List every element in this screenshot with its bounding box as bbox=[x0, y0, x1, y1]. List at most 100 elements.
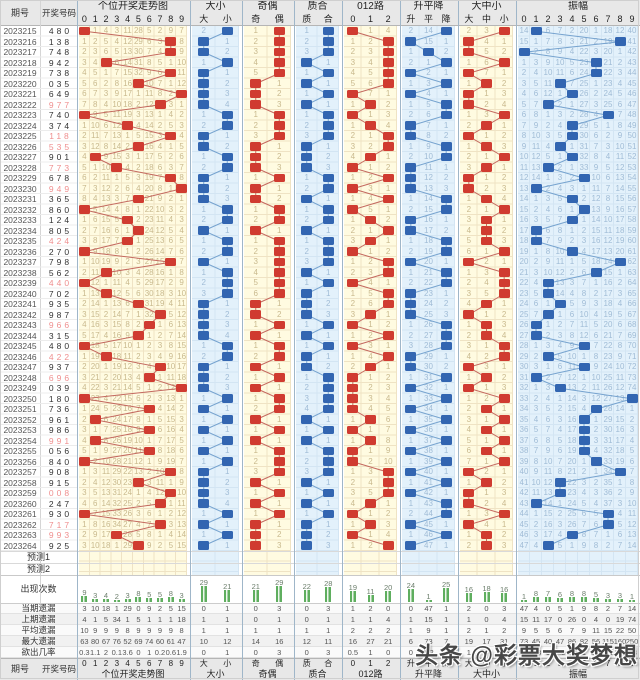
hit-box bbox=[122, 121, 134, 130]
miss-count: 7 bbox=[114, 68, 120, 77]
miss-count: 4 bbox=[557, 341, 563, 350]
miss-count: 17 bbox=[166, 435, 176, 445]
miss-count: 14 bbox=[177, 330, 187, 340]
miss-count: 51 bbox=[627, 141, 637, 151]
miss-count: 2 bbox=[157, 26, 163, 35]
miss-count: 2 bbox=[82, 225, 87, 235]
hit-box bbox=[347, 184, 359, 193]
stat-value: 250 bbox=[625, 637, 639, 646]
hit-box bbox=[498, 509, 510, 519]
miss-count: 48 bbox=[627, 110, 637, 119]
column-footer: 9 bbox=[629, 659, 635, 668]
stat-value: 0.3 bbox=[614, 648, 626, 657]
miss-count: 2 bbox=[146, 467, 152, 476]
miss-count: 4 bbox=[581, 488, 587, 497]
stat-value: 0 bbox=[557, 615, 563, 624]
stat-value: 1 bbox=[569, 604, 575, 613]
miss-count: 2 bbox=[533, 257, 539, 266]
miss-count: 25 bbox=[603, 372, 613, 382]
column-footer: 奇 bbox=[251, 659, 260, 668]
draw-number-cell: 942 bbox=[48, 57, 73, 68]
miss-count: 5 bbox=[533, 425, 539, 434]
appear-count-value: 22 bbox=[302, 581, 311, 591]
miss-count: 7 bbox=[92, 89, 98, 98]
miss-count: 1 bbox=[277, 330, 282, 340]
miss-count: 2 bbox=[426, 68, 431, 77]
hit-box bbox=[89, 436, 101, 445]
stat-value: 5 bbox=[545, 626, 551, 635]
miss-count: 3 bbox=[545, 341, 551, 350]
appear-count-bar bbox=[167, 596, 174, 602]
stat-value: 40 bbox=[543, 637, 553, 646]
hit-box bbox=[198, 362, 210, 372]
miss-count: 22 bbox=[579, 47, 589, 56]
hit-box bbox=[221, 205, 233, 214]
miss-count: 11 bbox=[112, 110, 121, 119]
miss-count: 1 bbox=[82, 351, 87, 361]
hit-box bbox=[322, 383, 334, 393]
hit-box bbox=[405, 121, 417, 130]
appear-count-bar bbox=[224, 590, 231, 602]
miss-count: 16 bbox=[424, 215, 433, 224]
miss-count: 7 bbox=[521, 120, 527, 130]
hit-box bbox=[440, 341, 452, 351]
miss-count: 2 bbox=[253, 215, 258, 224]
issue-cell: 2023256 bbox=[3, 456, 37, 467]
miss-count: 7 bbox=[426, 120, 431, 130]
miss-count: 10 bbox=[543, 68, 553, 77]
miss-count: 7 bbox=[179, 257, 184, 266]
stat-row-label: 上期遗漏 bbox=[21, 614, 56, 624]
hit-box bbox=[301, 520, 313, 529]
hit-box bbox=[481, 320, 492, 330]
appear-count-bar bbox=[569, 596, 575, 602]
miss-count: 23 bbox=[123, 477, 133, 487]
miss-count: 2 bbox=[146, 393, 152, 403]
miss-count: 9 bbox=[629, 488, 635, 497]
appear-count-value: 16 bbox=[499, 584, 509, 594]
miss-count: 31 bbox=[112, 488, 122, 497]
miss-count: 26 bbox=[567, 519, 577, 529]
hit-box bbox=[481, 142, 492, 151]
issue-footer: 期号 bbox=[10, 664, 29, 674]
column-header: 4 bbox=[125, 14, 131, 24]
miss-count: 7 bbox=[533, 309, 539, 319]
appear-count-value: 8 bbox=[168, 588, 173, 598]
miss-count: 16 bbox=[90, 320, 100, 329]
miss-count: 2 bbox=[103, 372, 109, 382]
miss-count: 2 bbox=[103, 78, 109, 88]
miss-count: 5 bbox=[179, 435, 184, 445]
miss-count: 2 bbox=[82, 477, 87, 487]
miss-count: 5 bbox=[557, 351, 563, 361]
hit-box bbox=[322, 37, 334, 46]
panel-separator bbox=[341, 0, 343, 680]
appear-count-bar bbox=[103, 598, 109, 602]
miss-count: 6 bbox=[557, 362, 563, 371]
hit-box bbox=[440, 415, 452, 424]
miss-count: 1 bbox=[545, 362, 551, 371]
hit-box bbox=[365, 499, 376, 508]
miss-count: 2 bbox=[326, 299, 331, 308]
miss-count: 6 bbox=[545, 414, 551, 424]
appear-count-value: 5 bbox=[157, 590, 163, 599]
miss-count: 8 bbox=[114, 246, 120, 256]
miss-count: 2 bbox=[385, 320, 391, 329]
hit-box bbox=[78, 205, 90, 214]
hit-box bbox=[440, 236, 452, 246]
miss-count: 17 bbox=[603, 288, 613, 298]
hit-box bbox=[301, 541, 313, 550]
miss-count: 5 bbox=[253, 68, 258, 77]
stat-value: 2 bbox=[466, 604, 471, 613]
miss-count: 2 bbox=[581, 225, 587, 235]
hit-box bbox=[566, 152, 578, 162]
issue-cell: 2023219 bbox=[3, 68, 37, 78]
miss-count: 14 bbox=[519, 194, 529, 203]
hit-box bbox=[273, 352, 285, 361]
stat-value: 1 bbox=[326, 626, 331, 635]
miss-count: 13 bbox=[101, 488, 111, 497]
miss-count: 3 bbox=[569, 278, 575, 287]
miss-count: 1 bbox=[326, 477, 331, 487]
hit-box bbox=[530, 331, 542, 340]
draw-number-cell: 736 bbox=[48, 404, 73, 414]
miss-count: 18 bbox=[166, 446, 176, 455]
miss-count: 2 bbox=[484, 99, 489, 109]
